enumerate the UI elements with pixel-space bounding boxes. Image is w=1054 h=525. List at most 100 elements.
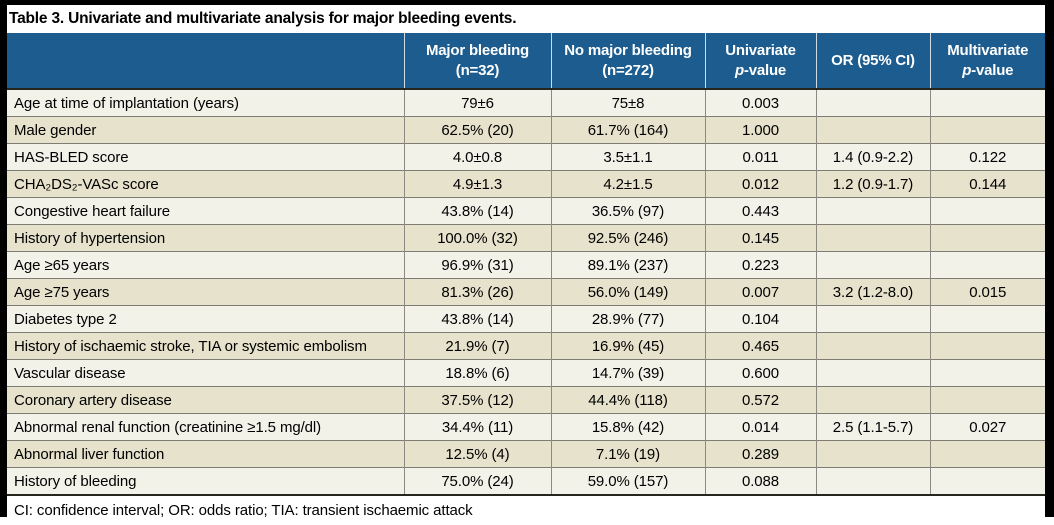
univariate-p-cell: 0.088 xyxy=(704,467,816,495)
or-ci-cell xyxy=(815,386,930,414)
table-row: Vascular disease 18.8% (6) 14.7% (39) 0.… xyxy=(7,359,1045,387)
or-ci-cell: 1.4 (0.9-2.2) xyxy=(815,143,930,171)
multivariate-p-cell xyxy=(929,386,1045,414)
or-ci-cell: 2.5 (1.1-5.7) xyxy=(815,413,930,441)
multivariate-p-cell xyxy=(929,440,1045,468)
footnote-row: CI: confidence interval; OR: odds ratio;… xyxy=(7,494,1045,525)
table-row: Coronary artery disease 37.5% (12) 44.4%… xyxy=(7,386,1045,414)
row-label-cell: Age ≥65 years xyxy=(7,251,404,279)
no-major-bleeding-cell: 16.9% (45) xyxy=(550,332,705,360)
or-ci-cell xyxy=(815,440,930,468)
or-ci-cell xyxy=(815,467,930,495)
row-label-cell: Vascular disease xyxy=(7,359,404,387)
multivariate-p-cell xyxy=(929,332,1045,360)
table-row: Age ≥75 years 81.3% (26) 56.0% (149) 0.0… xyxy=(7,278,1045,306)
or-ci-cell xyxy=(815,197,930,225)
table-row: Age ≥65 years 96.9% (31) 89.1% (237) 0.2… xyxy=(7,251,1045,279)
univariate-p-cell: 0.289 xyxy=(704,440,816,468)
no-major-bleeding-cell: 15.8% (42) xyxy=(550,413,705,441)
analysis-table: Major bleeding (n=32) No major bleeding … xyxy=(7,33,1045,525)
multivariate-p-cell xyxy=(929,116,1045,144)
no-major-bleeding-cell: 7.1% (19) xyxy=(550,440,705,468)
multivariate-p-cell: 0.015 xyxy=(929,278,1045,306)
row-label-cell: Congestive heart failure xyxy=(7,197,404,225)
multivariate-p-cell: 0.027 xyxy=(929,413,1045,441)
no-major-bleeding-cell: 3.5±1.1 xyxy=(550,143,705,171)
multivariate-p-cell xyxy=(929,197,1045,225)
univariate-p-cell: 0.572 xyxy=(704,386,816,414)
row-label-cell: CHA₂DS₂-VASc score xyxy=(7,170,404,198)
univariate-p-cell: 1.000 xyxy=(704,116,816,144)
univariate-p-cell: 0.014 xyxy=(704,413,816,441)
row-label-cell: Abnormal renal function (creatinine ≥1.5… xyxy=(7,413,404,441)
major-bleeding-cell: 21.9% (7) xyxy=(403,332,551,360)
table-footnote: CI: confidence interval; OR: odds ratio;… xyxy=(7,494,1045,525)
univariate-p-cell: 0.443 xyxy=(704,197,816,225)
multivariate-p-cell xyxy=(929,467,1045,495)
row-label-cell: History of bleeding xyxy=(7,467,404,495)
major-bleeding-cell: 4.0±0.8 xyxy=(403,143,551,171)
multivariate-p-cell xyxy=(929,89,1045,117)
multivariate-p-cell xyxy=(929,305,1045,333)
table-row: Diabetes type 2 43.8% (14) 28.9% (77) 0.… xyxy=(7,305,1045,333)
major-bleeding-cell: 4.9±1.3 xyxy=(403,170,551,198)
table-row: Congestive heart failure 43.8% (14) 36.5… xyxy=(7,197,1045,225)
no-major-bleeding-cell: 14.7% (39) xyxy=(550,359,705,387)
column-header-empty xyxy=(7,33,404,90)
row-label-cell: HAS-BLED score xyxy=(7,143,404,171)
multivariate-p-cell: 0.144 xyxy=(929,170,1045,198)
or-ci-cell: 3.2 (1.2-8.0) xyxy=(815,278,930,306)
table-row: Abnormal liver function 12.5% (4) 7.1% (… xyxy=(7,440,1045,468)
univariate-p-cell: 0.600 xyxy=(704,359,816,387)
no-major-bleeding-cell: 75±8 xyxy=(550,89,705,117)
row-label-cell: Age at time of implantation (years) xyxy=(14,94,239,112)
or-ci-cell xyxy=(815,251,930,279)
column-header-univariate-p: Univariate p-value xyxy=(704,33,816,90)
or-ci-cell xyxy=(815,332,930,360)
no-major-bleeding-cell: 89.1% (237) xyxy=(550,251,705,279)
no-major-bleeding-cell: 28.9% (77) xyxy=(550,305,705,333)
univariate-p-cell: 0.003 xyxy=(704,89,816,117)
table-panel: Table 3. Univariate and multivariate ana… xyxy=(7,5,1045,525)
multivariate-p-cell: 0.122 xyxy=(929,143,1045,171)
major-bleeding-cell: 18.8% (6) xyxy=(403,359,551,387)
column-header-or-ci: OR (95% CI) xyxy=(815,33,930,90)
multivariate-p-cell xyxy=(929,251,1045,279)
multivariate-p-cell xyxy=(929,359,1045,387)
no-major-bleeding-cell: 92.5% (246) xyxy=(550,224,705,252)
or-ci-cell xyxy=(815,89,930,117)
multivariate-p-cell xyxy=(929,224,1045,252)
table-row: History of ischaemic stroke, TIA or syst… xyxy=(7,332,1045,360)
table-row: Male gender 62.5% (20) 61.7% (164) 1.000 xyxy=(7,116,1045,144)
table-title: Table 3. Univariate and multivariate ana… xyxy=(7,5,1045,33)
row-label-cell: Diabetes type 2 xyxy=(7,305,404,333)
table-row: History of hypertension 100.0% (32) 92.5… xyxy=(7,224,1045,252)
major-bleeding-cell: 34.4% (11) xyxy=(403,413,551,441)
or-ci-cell xyxy=(815,224,930,252)
no-major-bleeding-cell: 59.0% (157) xyxy=(550,467,705,495)
major-bleeding-cell: 75.0% (24) xyxy=(403,467,551,495)
column-header-no-major-bleeding: No major bleeding (n=272) xyxy=(550,33,705,90)
major-bleeding-cell: 37.5% (12) xyxy=(403,386,551,414)
row-label-cell: Coronary artery disease xyxy=(7,386,404,414)
univariate-p-cell: 0.011 xyxy=(704,143,816,171)
or-ci-cell: 1.2 (0.9-1.7) xyxy=(815,170,930,198)
major-bleeding-cell: 100.0% (32) xyxy=(403,224,551,252)
row-label-cell: Male gender xyxy=(7,116,404,144)
no-major-bleeding-cell: 4.2±1.5 xyxy=(550,170,705,198)
column-header-major-bleeding: Major bleeding (n=32) xyxy=(403,33,551,90)
or-ci-cell xyxy=(815,116,930,144)
univariate-p-cell: 0.012 xyxy=(704,170,816,198)
major-bleeding-cell: 81.3% (26) xyxy=(403,278,551,306)
table-row: CHA₂DS₂-VASc score 4.9±1.3 4.2±1.5 0.012… xyxy=(7,170,1045,198)
no-major-bleeding-cell: 44.4% (118) xyxy=(550,386,705,414)
major-bleeding-cell: 43.8% (14) xyxy=(403,305,551,333)
no-major-bleeding-cell: 56.0% (149) xyxy=(550,278,705,306)
or-ci-cell xyxy=(815,305,930,333)
row-label-cell: Abnormal liver function xyxy=(7,440,404,468)
univariate-p-cell: 0.007 xyxy=(704,278,816,306)
table-row: History of bleeding 75.0% (24) 59.0% (15… xyxy=(7,467,1045,495)
table-row: Age at time of implantation (years) 79±6… xyxy=(7,89,1045,117)
major-bleeding-cell: 62.5% (20) xyxy=(403,116,551,144)
